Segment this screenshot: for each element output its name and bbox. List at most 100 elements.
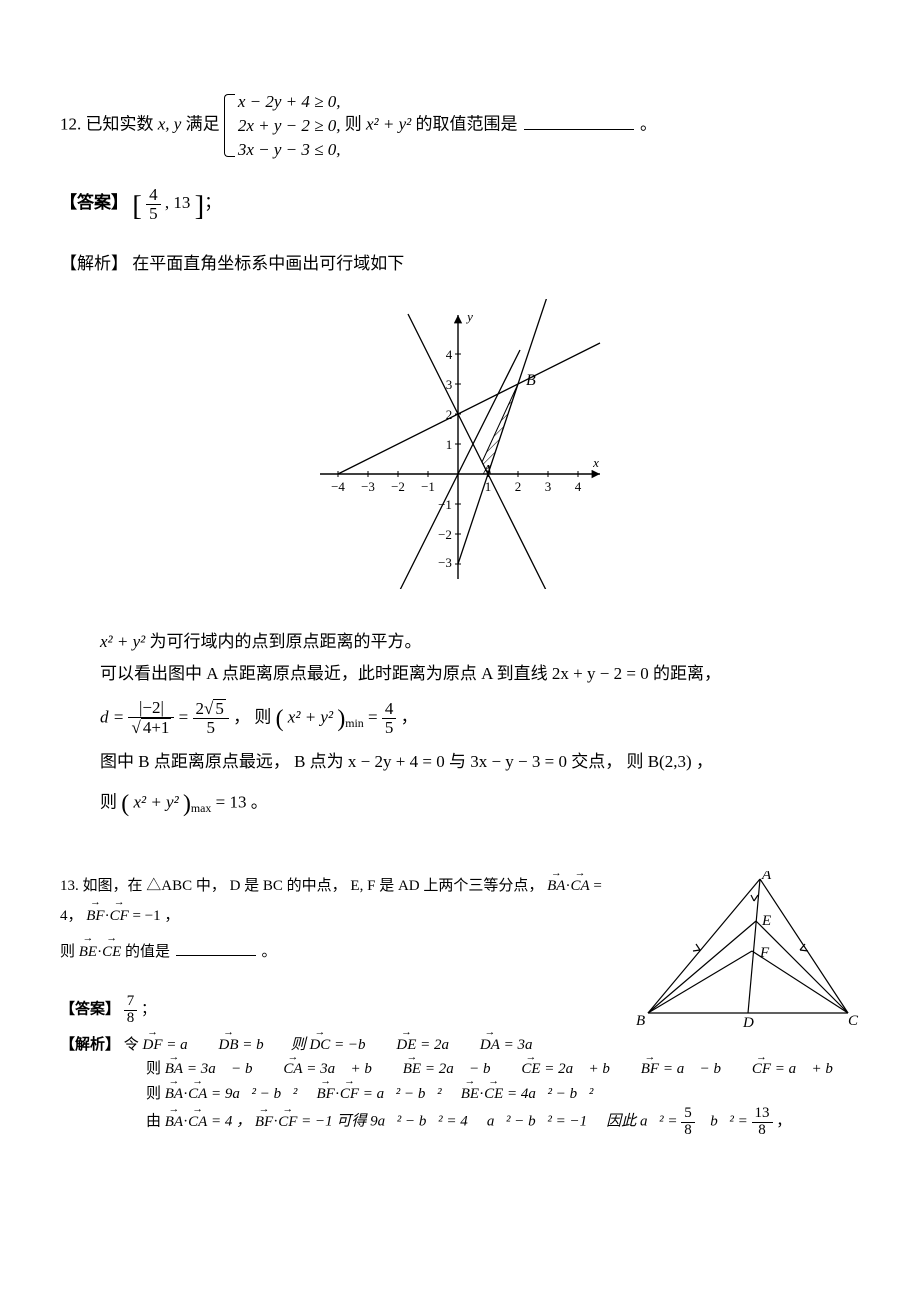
v-cf: CF [110, 901, 129, 931]
max-tag: max [191, 801, 211, 815]
v-ce: CE [102, 937, 121, 967]
brack-r: ] [195, 190, 205, 222]
l2-CE: CE [521, 1057, 540, 1081]
v2v: = −1 ， [133, 908, 180, 924]
exp5: 图中 B 点距离原点最远， B 点为 x − 2y + 4 = 0 与 3x −… [100, 752, 713, 771]
l2-BF: BF [641, 1057, 659, 1081]
l2-BE: BE [403, 1057, 421, 1081]
l4-BA: BA [165, 1110, 183, 1134]
l3v1: = 9a⃗² − b⃗² ， [211, 1086, 317, 1102]
exp2-b: 为可行域内的点到原点距离的平方。 [150, 632, 422, 651]
l4b: ，b⃗² = [699, 1114, 752, 1130]
q13-ans-frac: 7 8 [124, 994, 138, 1027]
q12-exp5: 图中 B 点距离原点最远， B 点为 x − 2y + 4 = 0 与 3x −… [60, 746, 860, 778]
answer-label: 【答案】 [60, 193, 128, 212]
q13-ans-label: 【答案】 [60, 1002, 120, 1018]
l3-BF: BF [317, 1082, 335, 1106]
l1-DB: DB [219, 1033, 239, 1057]
l2-CEv: = 2a⃗ + b⃗ ， [541, 1061, 641, 1077]
d-frac1: |−2| √4+1 [128, 699, 174, 737]
ans-frac: 4 5 [146, 186, 161, 223]
q13-block: 13. 如图，在 △ABC 中， D 是 BC 的中点， E, F 是 AD 上… [60, 871, 860, 1057]
max-eq: = 13 。 [216, 792, 268, 811]
ans-second: , 13 [165, 193, 191, 212]
svg-text:−1: −1 [421, 479, 435, 494]
q12-c2: 2x + y − 2 ≥ 0, [238, 114, 341, 138]
q13-ans-tail: ； [141, 1002, 156, 1018]
explain-label: 【解析】 [60, 254, 128, 273]
pb2: 的值是 [125, 944, 170, 960]
min-frac: 4 5 [382, 700, 397, 737]
q13-exp4: 由 BA·CA = 4 ， BF·CF = −1 可得 9a⃗² − b⃗² =… [60, 1106, 860, 1139]
svg-text:−2: −2 [438, 527, 452, 542]
svg-text:C: C [848, 1013, 859, 1029]
pr2: ) [183, 791, 191, 817]
q13-blank [176, 940, 256, 956]
l3-BE: BE [461, 1082, 479, 1106]
feasible-region-graph: −4−3 −2−1 12 34 43 21 −1−2 −3 x y [300, 299, 620, 589]
q12-blank [524, 112, 634, 130]
svg-text:3: 3 [446, 377, 453, 392]
l1-DEv: = 2a⃗ ， [420, 1037, 480, 1053]
min-num: 4 [382, 700, 397, 718]
l4d1: 8 [681, 1122, 695, 1139]
svg-text:3: 3 [545, 479, 552, 494]
brack-l: [ [132, 190, 142, 222]
q12-tail1: 则 [345, 115, 366, 134]
min-eq: = [368, 707, 382, 726]
d-den2: 5 [193, 718, 229, 737]
q12-mid: 满足 [186, 115, 220, 134]
l4-BF: BF [255, 1110, 273, 1134]
l4-frac2: 13 8 [752, 1106, 773, 1139]
d-eq: d = [100, 707, 128, 726]
v-ba: BA [547, 871, 565, 901]
l1-DF: DF [143, 1033, 163, 1057]
svg-text:A: A [761, 871, 772, 883]
q12-chart: −4−3 −2−1 12 34 43 21 −1−2 −3 x y [60, 299, 860, 600]
l4-frac1: 5 8 [681, 1106, 695, 1139]
q13-exp-label: 【解析】 [60, 1037, 120, 1053]
d-tail: ， 则 [233, 707, 276, 726]
q13-pa: 如图，在 △ABC 中， D 是 BC 的中点， E, F 是 AD 上两个三等… [83, 878, 548, 894]
svg-text:x: x [592, 455, 599, 470]
l3prefix: 则 [146, 1086, 165, 1102]
svg-text:2: 2 [515, 479, 522, 494]
l4a: 由 [146, 1114, 165, 1130]
l2-CA: CA [283, 1057, 302, 1081]
l4-CA: CA [188, 1110, 207, 1134]
q13-line2: 则 BE·CE 的值是 。 [60, 937, 612, 967]
l1-DA: DA [480, 1033, 500, 1057]
q13-line1: 13. 如图，在 △ABC 中， D 是 BC 的中点， E, F 是 AD 上… [60, 871, 612, 930]
svg-text:D: D [742, 1015, 754, 1031]
l4-CF: CF [278, 1110, 297, 1134]
q12-prefix: 已知实数 [86, 115, 158, 134]
comma: ， [401, 707, 418, 726]
svg-text:B: B [526, 372, 536, 389]
max-body: x² + y² [133, 792, 178, 811]
svg-text:1: 1 [446, 437, 453, 452]
min-body: x² + y² [288, 707, 333, 726]
exp2-expr: x² + y² [100, 632, 145, 651]
svg-text:−3: −3 [361, 479, 375, 494]
svg-text:−4: −4 [331, 479, 345, 494]
v-ca: CA [570, 871, 589, 901]
svg-text:F: F [759, 945, 770, 961]
q12-c3: 3x − y − 3 ≤ 0, [238, 138, 341, 162]
l4v1: = 4 ， [211, 1114, 255, 1130]
l2prefix: 则 [146, 1061, 165, 1077]
q13-ans-den: 8 [124, 1010, 138, 1027]
v-bf: BF [86, 901, 104, 931]
q12-c1: x − 2y + 4 ≥ 0, [238, 90, 341, 114]
svg-text:E: E [761, 913, 771, 929]
l1-DCv: = −b⃗ ， [334, 1037, 396, 1053]
q12-exp1: 在平面直角坐标系中画出可行域如下 [132, 254, 404, 273]
q12-tail2: 的取值范围是 [415, 115, 517, 134]
l4d2: 8 [752, 1122, 773, 1139]
q12-target: x² + y² [366, 115, 411, 134]
svg-text:B: B [636, 1013, 645, 1029]
pl2: ( [121, 791, 129, 817]
svg-text:4: 4 [446, 347, 453, 362]
d-num1: |−2| [128, 699, 174, 717]
l4n2: 13 [752, 1106, 773, 1122]
min-tag: min [345, 715, 364, 729]
